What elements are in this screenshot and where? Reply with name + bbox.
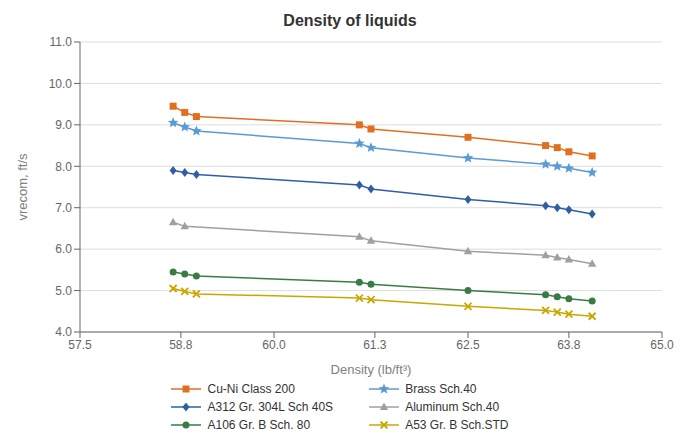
html-text:Cu-Ni Class 200: Cu-Ni Class 200 bbox=[207, 382, 295, 396]
svg-text:61.3: 61.3 bbox=[363, 338, 387, 352]
html-text:Brass Sch.40: Brass Sch.40 bbox=[405, 382, 477, 396]
html-text:Density of liquids: Density of liquids bbox=[283, 12, 417, 29]
html-text:Aluminum Sch.40: Aluminum Sch.40 bbox=[405, 400, 500, 414]
svg-text:4.0: 4.0 bbox=[55, 325, 72, 339]
svg-text:6.0: 6.0 bbox=[55, 242, 72, 256]
svg-text:7.0: 7.0 bbox=[55, 201, 72, 215]
html-text:A106 Gr. B Sch. 80: A106 Gr. B Sch. 80 bbox=[207, 418, 311, 432]
svg-text:63.8: 63.8 bbox=[557, 338, 581, 352]
svg-text:65.0: 65.0 bbox=[650, 338, 674, 352]
svg-text:58.8: 58.8 bbox=[169, 338, 193, 352]
html-text:A53 Gr. B Sch.STD: A53 Gr. B Sch.STD bbox=[405, 418, 509, 432]
svg-text:9.0: 9.0 bbox=[55, 118, 72, 132]
svg-text:60.0: 60.0 bbox=[262, 338, 286, 352]
html-text:A312 Gr. 304L Sch 40S: A312 Gr. 304L Sch 40S bbox=[207, 400, 334, 414]
svg-text:11.0: 11.0 bbox=[50, 35, 73, 49]
svg-text:62.5: 62.5 bbox=[456, 338, 480, 352]
svg-text:5.0: 5.0 bbox=[55, 284, 72, 298]
svg-text:Density (lb/ft³): Density (lb/ft³) bbox=[331, 362, 412, 377]
svg-text:vrecom, ft/s: vrecom, ft/s bbox=[15, 153, 30, 221]
svg-text:57.5: 57.5 bbox=[68, 338, 92, 352]
svg-text:10.0: 10.0 bbox=[49, 77, 73, 91]
svg-text:8.0: 8.0 bbox=[55, 160, 72, 174]
